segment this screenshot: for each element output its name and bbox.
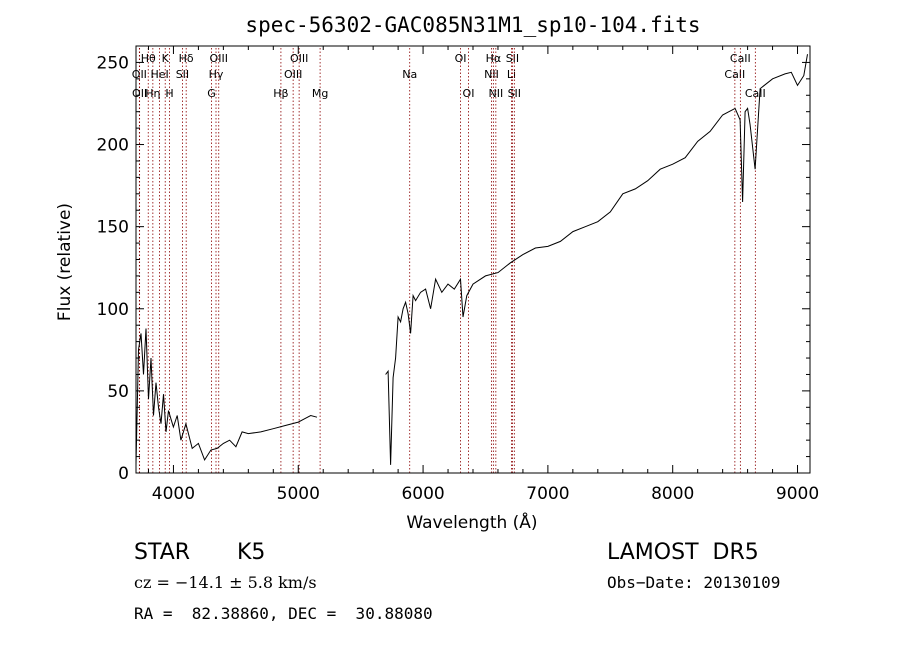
y-tick-label-0: 0 xyxy=(118,464,129,484)
y-axis: 0 50 100 150 200 250 xyxy=(97,53,810,484)
observation-date: Obs−Date: 20130109 xyxy=(607,573,781,592)
line-marker-label-9: G xyxy=(207,87,216,100)
y-tick-label-3: 150 xyxy=(97,218,129,238)
spectrum-series xyxy=(135,54,808,465)
line-marker-label-16: Na xyxy=(402,68,417,81)
line-marker-label-11: OIII xyxy=(210,52,228,65)
line-marker-label-27: CaII xyxy=(745,87,766,100)
y-tick-label-4: 200 xyxy=(97,136,129,156)
object-class: STAR xyxy=(134,540,191,565)
y-tick-label-1: 50 xyxy=(107,382,129,402)
x-tick-label-0: 4000 xyxy=(152,484,195,504)
line-marker-label-25: CaII xyxy=(724,68,745,81)
y-tick-label-5: 250 xyxy=(97,53,129,73)
line-marker-label-14: OIII xyxy=(290,52,308,65)
line-marker-label-7: SII xyxy=(176,68,189,81)
line-marker-label-26: CaII xyxy=(730,52,751,65)
plot-frame xyxy=(135,45,811,474)
line-marker-label-23: SII xyxy=(506,52,519,65)
line-marker-label-12: Hβ xyxy=(273,87,288,100)
line-marker-label-17: OI xyxy=(455,52,467,65)
x-axis-label: Wavelength (Å) xyxy=(406,511,537,533)
x-axis: 4000 5000 6000 7000 8000 9000 xyxy=(147,46,819,504)
line-marker-label-13: OIII xyxy=(284,68,302,81)
object-subclass: K5 xyxy=(237,540,266,565)
line-marker-label-21: NII xyxy=(488,87,503,100)
line-marker-label-22: Li xyxy=(507,68,516,81)
line-marker-label-4: HeI xyxy=(150,68,168,81)
x-tick-label-5: 9000 xyxy=(776,484,819,504)
spectrum-segment-1 xyxy=(385,54,808,465)
coordinates-text: RA = 82.38860, DEC = 30.88080 xyxy=(134,604,433,623)
line-marker-label-2: Hθ xyxy=(141,52,156,65)
x-tick-label-2: 6000 xyxy=(401,484,444,504)
chart-title: spec-56302-GAC085N31M1_sp10-104.fits xyxy=(245,13,700,37)
line-marker-label-20: Hα xyxy=(486,52,502,65)
spectrum-segment-0 xyxy=(135,328,318,465)
line-marker-label-10: Hγ xyxy=(209,68,224,81)
redshift-text: cz = −14.1 ± 5.8 km/s xyxy=(134,573,317,592)
x-tick-label-3: 7000 xyxy=(526,484,569,504)
line-marker-label-6: H xyxy=(165,87,173,100)
line-marker-label-5: K xyxy=(162,52,170,65)
x-tick-label-1: 5000 xyxy=(277,484,320,504)
x-tick-label-4: 8000 xyxy=(651,484,694,504)
y-axis-label: Flux (relative) xyxy=(55,203,75,321)
line-marker-label-18: OI xyxy=(463,87,475,100)
line-markers: OIIOIIHθHηHeIKHSIIHδGHγOIIIHβOIIIOIIIMgN… xyxy=(132,48,766,473)
data-release: LAMOST DR5 xyxy=(607,540,759,565)
line-marker-label-24: SII xyxy=(508,87,521,100)
line-marker-label-3: Hη xyxy=(145,87,160,100)
y-tick-label-2: 100 xyxy=(97,300,129,320)
line-marker-label-15: Mg xyxy=(312,87,328,100)
line-marker-label-8: Hδ xyxy=(179,52,194,65)
line-marker-label-19: NII xyxy=(484,68,499,81)
